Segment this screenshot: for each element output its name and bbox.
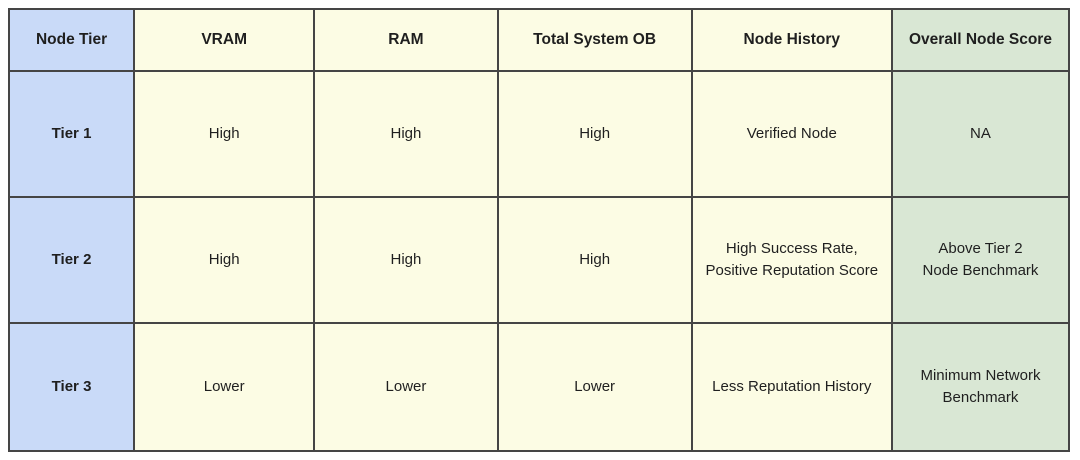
col-header-ram: RAM bbox=[313, 8, 499, 72]
cell-ram: High bbox=[313, 70, 499, 198]
cell-vram: High bbox=[133, 196, 316, 324]
cell-overall-node-score: Above Tier 2 Node Benchmark bbox=[890, 196, 1071, 324]
cell-vram: High bbox=[133, 70, 316, 198]
cell-total-system-ob: High bbox=[496, 196, 693, 324]
cell-total-system-ob: High bbox=[496, 70, 693, 198]
cell-node-history: Verified Node bbox=[690, 70, 893, 198]
cell-ram: High bbox=[313, 196, 499, 324]
cell-ram: Lower bbox=[313, 322, 499, 452]
table-row-tier-2: Tier 2 High High High High Success Rate,… bbox=[7, 196, 1071, 324]
cell-overall-node-score: NA bbox=[890, 70, 1071, 198]
col-header-node-history: Node History bbox=[690, 8, 893, 72]
cell-tier-label: Tier 3 bbox=[7, 322, 136, 452]
table-row-tier-3: Tier 3 Lower Lower Lower Less Reputation… bbox=[7, 322, 1071, 452]
cell-total-system-ob: Lower bbox=[496, 322, 693, 452]
cell-tier-label: Tier 2 bbox=[7, 196, 136, 324]
cell-tier-label: Tier 1 bbox=[7, 70, 136, 198]
cell-node-history: High Success Rate, Positive Reputation S… bbox=[690, 196, 893, 324]
table-row-tier-1: Tier 1 High High High Verified Node NA bbox=[7, 70, 1071, 198]
col-header-total-system-ob: Total System OB bbox=[496, 8, 693, 72]
node-tier-table: Node Tier VRAM RAM Total System OB Node … bbox=[7, 8, 1071, 452]
cell-overall-node-score: Minimum Network Benchmark bbox=[890, 322, 1071, 452]
header-row: Node Tier VRAM RAM Total System OB Node … bbox=[7, 8, 1071, 72]
col-header-overall-node-score: Overall Node Score bbox=[890, 8, 1071, 72]
cell-node-history: Less Reputation History bbox=[690, 322, 893, 452]
cell-vram: Lower bbox=[133, 322, 316, 452]
col-header-node-tier: Node Tier bbox=[7, 8, 136, 72]
col-header-vram: VRAM bbox=[133, 8, 316, 72]
